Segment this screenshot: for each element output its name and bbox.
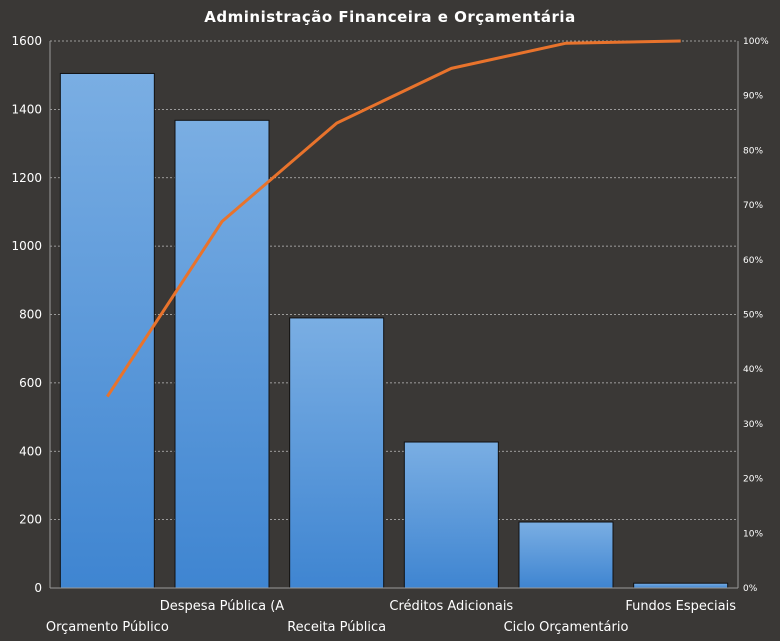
bar (403, 441, 499, 589)
left-tick-label: 800 (19, 308, 42, 322)
category-label: Orçamento Público (46, 620, 169, 635)
right-tick-label: 0% (743, 584, 758, 594)
chart-title: Administração Financeira e Orçamentária (204, 8, 576, 26)
cumulative-line-path (106, 39, 681, 398)
category-label: Créditos Adicionais (389, 599, 513, 614)
right-tick-label: 30% (743, 420, 763, 430)
right-tick-label: 70% (743, 201, 763, 211)
right-tick-label: 80% (743, 146, 763, 156)
bar (174, 119, 270, 589)
right-tick-label: 90% (743, 92, 763, 102)
left-tick-label: 1200 (11, 171, 42, 185)
bars (59, 72, 729, 589)
category-label: Despesa Pública (A (160, 599, 285, 614)
left-tick-label: 400 (19, 444, 42, 458)
left-tick-label: 0 (34, 581, 42, 595)
right-tick-label: 60% (743, 256, 763, 266)
right-axis: 0% 10% 20% 30% 40% 50% 60% 70% 80% 90% 100% (737, 37, 769, 594)
bar (59, 72, 155, 589)
left-tick-label: 1000 (11, 239, 42, 253)
gridlines (50, 40, 738, 521)
right-tick-label: 50% (743, 311, 763, 321)
left-axis: 0 200 400 600 800 1000 1200 1400 1600 (11, 34, 51, 595)
bar (289, 317, 385, 589)
bar (518, 521, 614, 589)
right-tick-label: 100% (743, 37, 769, 47)
right-tick-label: 10% (743, 529, 763, 539)
category-label: Receita Pública (287, 620, 386, 635)
bar (633, 582, 729, 589)
left-tick-label: 1600 (11, 34, 42, 48)
right-tick-label: 40% (743, 365, 763, 375)
category-label: Ciclo Orçamentário (504, 620, 629, 635)
category-label: Fundos Especiais (625, 599, 736, 614)
left-tick-label: 1400 (11, 102, 42, 116)
cumulative-line (106, 39, 681, 398)
right-tick-label: 20% (743, 475, 763, 485)
left-tick-label: 200 (19, 513, 42, 527)
x-axis: Orçamento Público Despesa Pública (ARecei… (46, 587, 738, 635)
left-tick-label: 600 (19, 376, 42, 390)
